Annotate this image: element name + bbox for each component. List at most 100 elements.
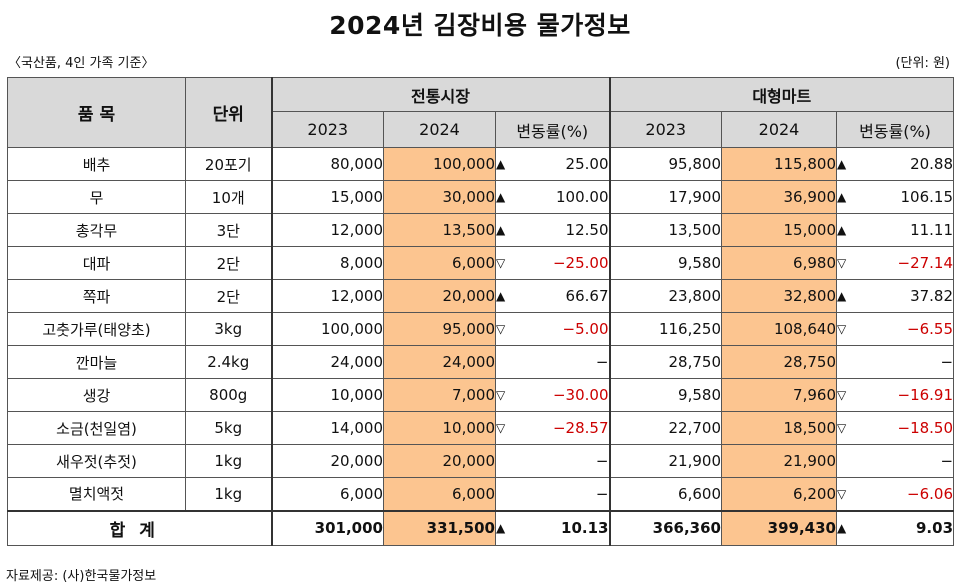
mart-2024-price: 7,960 <box>721 378 837 412</box>
market-change: ▽ −28.57 <box>495 411 610 445</box>
total-market-2024: 331,500 <box>383 509 496 546</box>
down-triangle-icon: ▽ <box>496 388 506 402</box>
market-change: − <box>495 444 610 478</box>
change-value: − <box>595 452 609 470</box>
mart-2024-price: 6,980 <box>721 246 837 280</box>
mart-2024-price: 15,000 <box>721 213 837 247</box>
mart-change: ▽ −27.14 <box>835 246 955 280</box>
total-mart-change: ▲ 9.03 <box>835 509 955 546</box>
market-2023-price: 10,000 <box>270 378 384 412</box>
change-value: −16.91 <box>897 386 954 404</box>
item-name: 무 <box>7 180 186 214</box>
unit-note: (단위: 원) <box>895 56 950 71</box>
change-value: −25.00 <box>552 254 609 272</box>
mart-change: ▲ 20.88 <box>835 147 955 181</box>
market-2024-price: 6,000 <box>383 477 496 511</box>
header-unit: 단위 <box>185 77 272 148</box>
market-2023-price: 100,000 <box>270 312 384 346</box>
down-triangle-icon: ▽ <box>496 322 506 336</box>
item-name: 배추 <box>7 147 186 181</box>
mart-2023-price: 95,800 <box>608 147 722 181</box>
change-value: 100.00 <box>556 188 609 206</box>
market-2024-price: 10,000 <box>383 411 496 445</box>
item-name: 총각무 <box>7 213 186 247</box>
change-value: − <box>595 353 609 371</box>
market-change: ▽ −30.00 <box>495 378 610 412</box>
up-triangle-icon: ▲ <box>496 157 506 171</box>
market-change: ▲ 12.50 <box>495 213 610 247</box>
mart-change: ▽ −6.06 <box>835 477 955 511</box>
item-name: 생강 <box>7 378 186 412</box>
item-name: 멸치액젓 <box>7 477 186 511</box>
down-triangle-icon: ▽ <box>837 322 847 336</box>
item-name: 소금(천일염) <box>7 411 186 445</box>
total-mart-2024: 399,430 <box>721 509 837 546</box>
market-2024-price: 6,000 <box>383 246 496 280</box>
change-value: − <box>940 353 954 371</box>
table-row: 총각무 3단 12,000 13,500 ▲ 12.50 13,500 15,000 ▲ 11.1… <box>7 213 955 247</box>
item-unit: 1kg <box>185 477 272 511</box>
item-unit: 3kg <box>185 312 272 346</box>
mart-2023-price: 22,700 <box>608 411 722 445</box>
item-unit: 20포기 <box>185 147 272 181</box>
market-2024-price: 24,000 <box>383 345 496 379</box>
header-large-mart: 대형마트 <box>608 77 955 112</box>
mart-change: ▽ −6.55 <box>835 312 955 346</box>
item-unit: 2단 <box>185 279 272 313</box>
mart-2023-price: 17,900 <box>608 180 722 214</box>
change-value: −27.14 <box>897 254 954 272</box>
mart-2024-price: 21,900 <box>721 444 837 478</box>
mart-2023-price: 9,580 <box>608 246 722 280</box>
header-mart-2023: 2023 <box>608 111 722 148</box>
up-triangle-icon: ▲ <box>837 289 847 303</box>
table-row: 무 10개 15,000 30,000 ▲ 100.00 17,900 36,900 ▲ 106.… <box>7 180 955 214</box>
header-mart-2024: 2024 <box>721 111 837 148</box>
item-name: 새우젓(추젓) <box>7 444 186 478</box>
table-row: 쪽파 2단 12,000 20,000 ▲ 66.67 23,800 32,800 ▲ 37.82 <box>7 279 955 313</box>
mart-change: ▽ −16.91 <box>835 378 955 412</box>
page-title: 2024년 김장비용 물가정보 <box>329 11 631 40</box>
table-row: 소금(천일염) 5kg 14,000 10,000 ▽ −28.57 22,700 18,50… <box>7 411 955 445</box>
mart-change: ▲ 37.82 <box>835 279 955 313</box>
item-name: 쪽파 <box>7 279 186 313</box>
market-2024-price: 20,000 <box>383 444 496 478</box>
change-value: −28.57 <box>552 419 609 437</box>
total-mart-2023: 366,360 <box>608 509 722 546</box>
market-change: ▲ 66.67 <box>495 279 610 313</box>
item-unit: 3단 <box>185 213 272 247</box>
mart-change: − <box>835 444 955 478</box>
change-value: 9.03 <box>916 519 954 538</box>
header-market-2023: 2023 <box>270 111 384 148</box>
item-unit: 2.4kg <box>185 345 272 379</box>
change-value: − <box>940 452 954 470</box>
mart-2024-price: 28,750 <box>721 345 837 379</box>
mart-2023-price: 13,500 <box>608 213 722 247</box>
change-value: 12.50 <box>565 221 609 239</box>
item-unit: 1kg <box>185 444 272 478</box>
change-value: 106.15 <box>900 188 954 206</box>
total-row: 합계 301,000 331,500 ▲ 10.13 366,360 399,43… <box>7 509 955 546</box>
mart-change: ▲ 11.11 <box>835 213 955 247</box>
mart-2024-price: 36,900 <box>721 180 837 214</box>
market-2023-price: 8,000 <box>270 246 384 280</box>
header-mart-change: 변동률(%) <box>835 111 955 148</box>
table-row: 깐마늘 2.4kg 24,000 24,000−28,750 28,750− <box>7 345 955 379</box>
change-value: 66.67 <box>565 287 609 305</box>
market-2024-price: 95,000 <box>383 312 496 346</box>
mart-2024-price: 32,800 <box>721 279 837 313</box>
market-2024-price: 7,000 <box>383 378 496 412</box>
table-body: 배추 20포기 80,000 100,000 ▲ 25.00 95,800 115,800 ▲ 2… <box>7 147 955 511</box>
market-2023-price: 24,000 <box>270 345 384 379</box>
item-name: 고춧가루(태양초) <box>7 312 186 346</box>
total-market-2023: 301,000 <box>270 509 384 546</box>
up-triangle-icon: ▲ <box>837 223 847 237</box>
market-2024-price: 20,000 <box>383 279 496 313</box>
down-triangle-icon: ▽ <box>837 486 847 501</box>
market-change: ▽ −25.00 <box>495 246 610 280</box>
down-triangle-icon: ▽ <box>496 256 506 270</box>
market-2023-price: 6,000 <box>270 477 384 511</box>
change-value: −6.55 <box>907 320 954 338</box>
mart-2023-price: 28,750 <box>608 345 722 379</box>
mart-2023-price: 116,250 <box>608 312 722 346</box>
up-triangle-icon: ▲ <box>837 157 847 171</box>
